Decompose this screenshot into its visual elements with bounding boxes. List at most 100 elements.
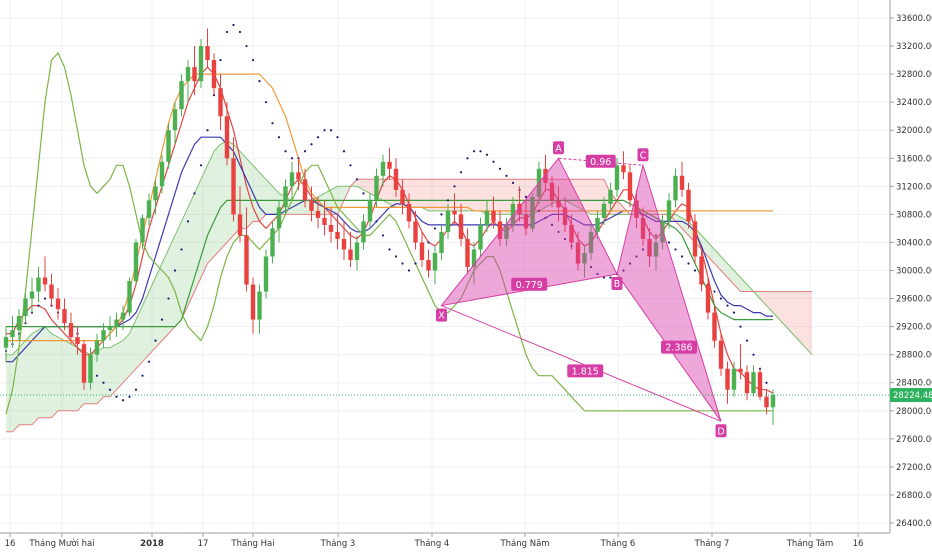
cloud-segment (64, 340, 71, 411)
candle-body (218, 88, 223, 117)
candle-body (62, 309, 67, 324)
sar-dot (453, 185, 456, 188)
sar-dot (284, 150, 287, 153)
sar-dot (342, 150, 346, 153)
x-tick-label: 16 (5, 539, 16, 549)
candle-body (23, 298, 28, 317)
cloud-segment (565, 179, 572, 204)
cloud-segment (454, 179, 461, 211)
sar-dot (459, 171, 463, 174)
sar-dot (388, 248, 391, 251)
y-tick-label: 33600.00 (896, 14, 932, 24)
candle-body (699, 256, 704, 285)
y-tick-label: 31200.00 (896, 182, 932, 192)
sar-dot (245, 44, 248, 48)
candle-body (231, 158, 236, 215)
cloud-segment (766, 291, 773, 313)
candle-body (393, 168, 399, 190)
candle-body (3, 337, 9, 348)
candle-body (627, 172, 633, 201)
sar-dot (407, 269, 411, 272)
pattern-point-c-bg (637, 148, 649, 162)
sar-dot (719, 297, 723, 300)
sar-dot (628, 262, 632, 265)
sar-dot (641, 248, 645, 251)
candle-body (640, 217, 646, 239)
cloud-segment (558, 179, 565, 201)
cloud-segment (461, 179, 468, 211)
pattern-point-x-bg (436, 308, 447, 322)
candle-body (205, 46, 210, 61)
candle-body (608, 189, 613, 204)
cloud-segment (6, 354, 13, 432)
sar-dot (206, 129, 209, 132)
cloud-segment (149, 277, 156, 355)
y-tick-label: 33200.00 (896, 42, 932, 52)
sar-dot (238, 30, 242, 34)
cloud-segment (175, 221, 182, 327)
sar-dot (336, 136, 339, 139)
candle-body (751, 372, 756, 394)
cloud-segment (45, 326, 52, 418)
sar-dot (160, 318, 164, 321)
candle-body (530, 196, 535, 229)
sar-dot (433, 227, 437, 230)
candle-body (686, 189, 691, 222)
sar-dot (167, 297, 170, 300)
y-tick-label: 32000.00 (896, 126, 932, 136)
sar-dot (277, 136, 281, 139)
cloud-segment (792, 291, 799, 341)
x-tick-label: Tháng 3 (320, 539, 356, 549)
candle-body (666, 200, 672, 222)
candle-body (283, 186, 288, 208)
candle-body (244, 235, 249, 285)
cloud-segment (415, 179, 422, 208)
sar-dot (635, 255, 638, 258)
candle-body (257, 291, 262, 320)
sar-dot (667, 241, 671, 244)
y-tick-label: 28400.00 (896, 379, 932, 389)
candle-body (192, 67, 197, 82)
ratio-abc: 0.96 (590, 157, 611, 168)
x-tick-label: 16 (853, 539, 864, 549)
y-tick-label: 27200.00 (896, 463, 932, 473)
candle-body (367, 200, 373, 222)
sar-dot (472, 150, 476, 153)
candle-body (601, 203, 607, 218)
cloud-segment (292, 200, 299, 215)
sar-dot (479, 150, 482, 153)
cloud-segment (136, 305, 143, 369)
sar-dot (726, 304, 729, 307)
candle-body (68, 323, 74, 338)
candle-body (692, 221, 698, 257)
y-tick-label: 29200.00 (896, 323, 932, 333)
cloud-segment (240, 151, 247, 229)
candle-body (614, 165, 620, 190)
sar-dot (602, 276, 606, 279)
sar-dot (674, 248, 677, 251)
sar-dot (609, 276, 612, 279)
x-tick-label: 17 (198, 539, 209, 549)
sar-dot (225, 30, 229, 34)
sar-dot (693, 269, 697, 272)
candle-body (309, 200, 314, 211)
cloud-segment (123, 333, 130, 383)
candle-body (523, 214, 529, 229)
sar-dot (102, 381, 105, 384)
y-tick-label: 28000.00 (896, 407, 932, 417)
sar-dot (95, 374, 99, 377)
candle-body (712, 312, 717, 341)
cloud-segment (201, 165, 208, 278)
candle-body (426, 259, 431, 271)
cloud-segment (740, 277, 747, 292)
ratio-bcd-bg (661, 340, 697, 354)
candle-body (341, 238, 347, 250)
sar-dot (537, 209, 541, 212)
candle-body (315, 210, 321, 218)
last-price-badge-bg (890, 388, 932, 403)
sar-dot (752, 353, 755, 356)
indicator-line (6, 199, 773, 328)
candle-body (348, 249, 353, 260)
sar-dot (303, 150, 307, 153)
